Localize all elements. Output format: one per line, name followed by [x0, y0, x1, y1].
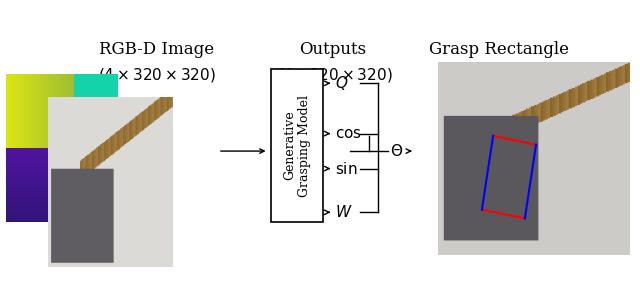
Text: $W$: $W$ [335, 204, 353, 220]
Text: RGB-D Image: RGB-D Image [99, 41, 214, 58]
Text: Grasp Rectangle: Grasp Rectangle [429, 41, 569, 58]
Text: $(N \times 320 \times 320)$: $(N \times 320 \times 320)$ [273, 66, 393, 83]
Text: $(x, y, \Theta, W)$: $(x, y, \Theta, W)$ [459, 65, 540, 84]
Text: $\sin$: $\sin$ [335, 160, 358, 177]
Text: $\Theta$: $\Theta$ [390, 143, 403, 159]
Text: Generative
Grasping Model: Generative Grasping Model [283, 95, 311, 197]
Bar [271, 69, 323, 222]
Text: $Q$: $Q$ [335, 74, 348, 92]
Text: $(4 \times 320 \times 320)$: $(4 \times 320 \times 320)$ [98, 66, 216, 83]
Text: $\cos$: $\cos$ [335, 127, 362, 141]
Text: Outputs: Outputs [300, 41, 367, 58]
